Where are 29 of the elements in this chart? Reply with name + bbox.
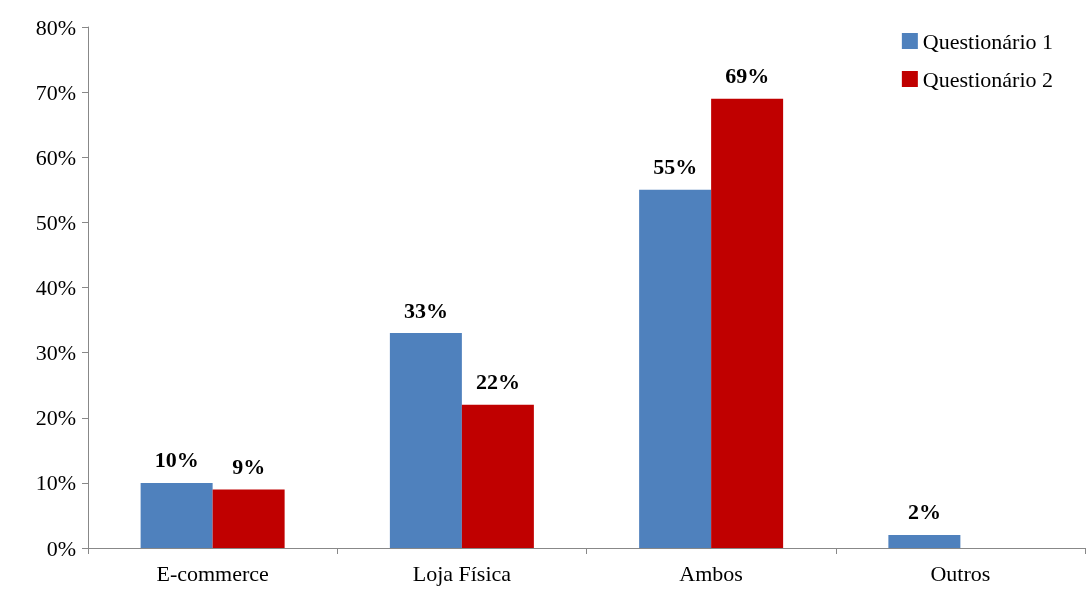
data-label: 69% bbox=[725, 63, 770, 89]
data-label: 10% bbox=[154, 447, 199, 473]
y-tick-label: 80% bbox=[35, 14, 76, 40]
bar bbox=[888, 534, 961, 548]
y-tick-label: 50% bbox=[35, 209, 76, 235]
bar bbox=[389, 333, 462, 548]
y-tick-label: 40% bbox=[35, 275, 76, 300]
x-tick-label: E-commerce bbox=[156, 560, 269, 586]
y-tick-label: 60% bbox=[35, 144, 76, 170]
bar bbox=[212, 489, 285, 548]
data-label: 55% bbox=[653, 154, 698, 180]
y-tick-label: 20% bbox=[35, 405, 76, 431]
data-label: 2% bbox=[907, 499, 941, 525]
y-tick-label: 10% bbox=[35, 470, 76, 496]
x-tick-label: Outros bbox=[930, 560, 991, 586]
y-tick-label: 70% bbox=[35, 79, 76, 105]
data-label: 22% bbox=[475, 369, 520, 395]
y-tick-label: 0% bbox=[46, 535, 76, 561]
legend-label: Questionário 2 bbox=[922, 66, 1054, 92]
y-tick-label: 30% bbox=[35, 340, 76, 366]
legend-label: Questionário 1 bbox=[922, 28, 1054, 54]
bar bbox=[639, 189, 712, 548]
bar bbox=[140, 482, 213, 548]
x-tick-label: Loja Física bbox=[412, 560, 512, 586]
data-label: 9% bbox=[232, 453, 266, 479]
bar bbox=[461, 404, 534, 548]
x-tick-label: Ambos bbox=[679, 560, 743, 586]
data-label: 33% bbox=[403, 297, 448, 323]
bar bbox=[711, 98, 784, 548]
